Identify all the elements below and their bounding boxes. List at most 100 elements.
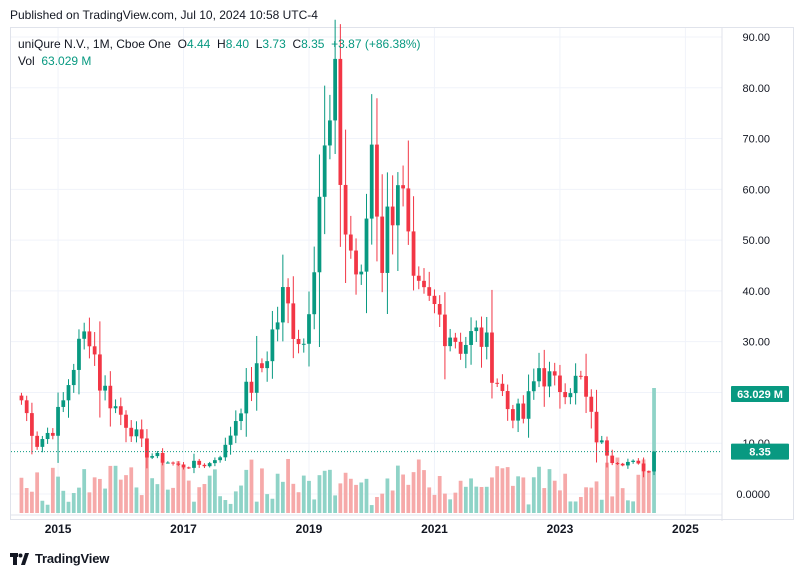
volume-bar	[578, 496, 583, 513]
legend-symbol: uniQure N.V., 1M, Cboe One	[18, 37, 171, 51]
candle-body	[171, 462, 175, 464]
volume-bar	[646, 470, 651, 513]
volume-bar	[218, 496, 222, 513]
candle-body	[646, 471, 651, 473]
candle-body	[537, 368, 541, 382]
volume-bar	[521, 477, 526, 513]
volume-bar	[531, 477, 536, 513]
volume-bar	[568, 501, 573, 513]
volume-bar	[108, 465, 113, 513]
x-tick-label: 2015	[45, 522, 72, 536]
volume-bar	[145, 457, 149, 513]
volume-bar	[275, 473, 280, 513]
x-tick-label: 2025	[672, 522, 699, 536]
candle-body	[511, 409, 515, 421]
volume-bar	[40, 500, 45, 513]
legend-change: +3.87 (+86.38%)	[331, 37, 421, 51]
candle-body	[301, 343, 306, 345]
volume-bar	[563, 473, 568, 513]
footer[interactable]: TradingView	[10, 551, 109, 566]
volume-bar	[228, 503, 233, 513]
candle-body	[385, 206, 390, 273]
candle-body	[103, 385, 107, 391]
volume-bar	[87, 492, 92, 513]
candle-body	[610, 455, 615, 464]
candle-body	[223, 444, 228, 458]
tradingview-logo-icon	[10, 552, 29, 565]
candle-body	[56, 406, 60, 436]
volume-bar	[516, 476, 520, 513]
volume-bar	[490, 477, 494, 513]
volume-bar	[594, 481, 599, 513]
volume-badge-bg	[731, 386, 789, 402]
candle-body	[233, 421, 238, 436]
volume-bar	[113, 465, 118, 513]
volume-bar	[369, 505, 374, 513]
volume-bar	[165, 489, 170, 513]
volume-bar	[364, 478, 369, 513]
volume-bar	[406, 484, 411, 513]
volume-bar	[631, 501, 636, 513]
volume-bar	[453, 492, 458, 513]
candle-body	[568, 393, 573, 398]
legend-high-label: H	[217, 37, 226, 51]
footer-brand[interactable]: TradingView	[35, 551, 110, 566]
volume-bar	[150, 478, 155, 513]
candle-body	[584, 376, 588, 397]
y-tick-label: 90.00	[742, 32, 770, 44]
volume-bar	[260, 468, 264, 513]
candle-body	[275, 322, 280, 330]
volume-bar	[385, 478, 390, 513]
candle-body	[307, 314, 311, 344]
volume-bar	[176, 461, 181, 513]
volume-bar	[92, 477, 97, 513]
candle-body	[61, 400, 66, 407]
candle-body	[594, 411, 599, 443]
volume-bar	[626, 500, 630, 513]
candle-body	[66, 385, 71, 401]
candle-body	[312, 272, 317, 315]
candle-body	[134, 429, 139, 437]
price-badge: 8.35	[749, 447, 770, 459]
volume-bar	[469, 478, 473, 513]
volume-bar	[505, 467, 510, 513]
volume-bar	[239, 485, 243, 513]
candle-body	[280, 287, 285, 323]
volume-bar	[359, 482, 364, 513]
candle-body	[338, 58, 343, 185]
volume-bar	[286, 458, 290, 513]
volume-bar	[463, 486, 468, 513]
candle-body	[631, 460, 636, 462]
volume-bar	[71, 493, 76, 513]
candle-body	[35, 435, 40, 447]
candle-body	[77, 338, 81, 370]
volume-bar	[348, 478, 353, 513]
volume-bar	[124, 475, 128, 513]
chart-frame[interactable]	[10, 27, 794, 520]
candle-body	[547, 371, 552, 387]
volume-bar	[317, 475, 322, 513]
volume-bar	[134, 487, 139, 513]
candle-body	[19, 395, 24, 401]
candle-body	[458, 341, 463, 354]
candle-body	[113, 406, 118, 409]
candle-body	[453, 337, 458, 342]
volume-bar	[213, 469, 217, 513]
volume-bar	[249, 459, 254, 513]
candles	[19, 19, 656, 478]
volume-bar	[50, 467, 55, 513]
candle-body	[406, 188, 411, 232]
volume-bar	[599, 499, 604, 513]
candle-body	[145, 438, 149, 458]
volume-bar	[197, 487, 202, 513]
volume-bar	[207, 475, 212, 513]
legend-open-label: O	[177, 37, 187, 51]
candle-body	[45, 432, 50, 440]
legend-low-label: L	[255, 37, 263, 51]
x-tick-label: 2021	[421, 522, 448, 536]
volume-bar	[307, 480, 311, 513]
candle-body	[176, 463, 181, 465]
volume-bar	[443, 493, 447, 513]
price-badge-bg	[731, 443, 789, 460]
